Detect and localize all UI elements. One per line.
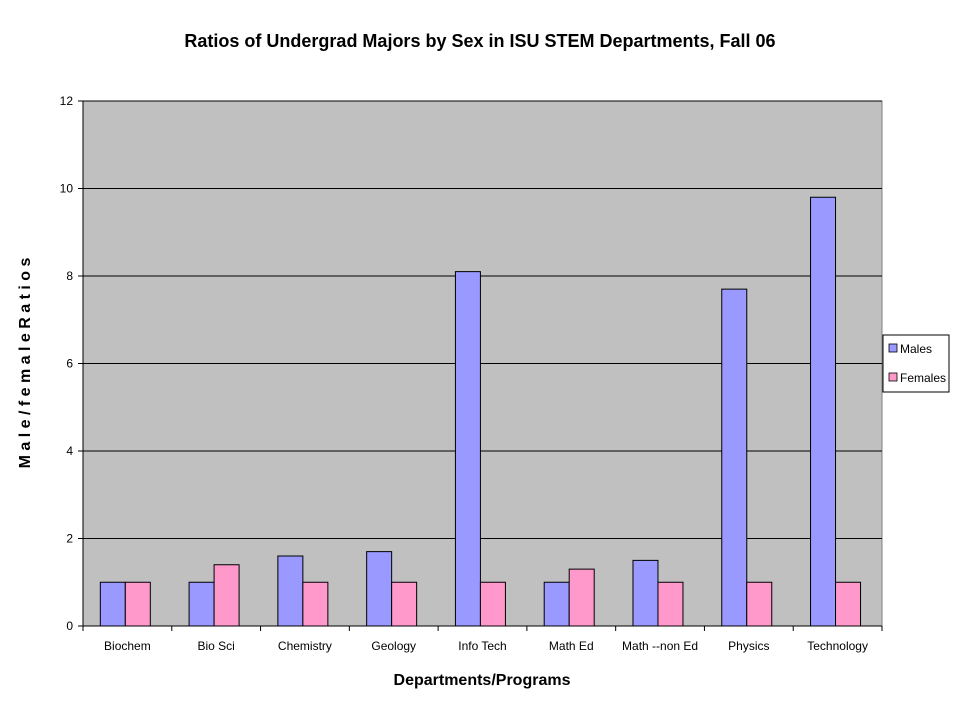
x-tick-label: Chemistry (278, 639, 332, 653)
x-axis-title: Departments/Programs (394, 672, 571, 689)
bar-females-chemistry (302, 581, 329, 627)
bar-females-math-ed (568, 568, 595, 627)
x-tick-label: Math --non Ed (622, 639, 698, 653)
y-tick-label: 12 (60, 94, 74, 108)
y-tick-label: 10 (60, 182, 74, 196)
gridlines (83, 100, 882, 539)
bar-females-technology (835, 581, 862, 627)
y-tick-label: 0 (66, 619, 73, 633)
x-tick-label: Biochem (104, 639, 151, 653)
bar-females-geology (391, 581, 418, 627)
y-tick-label: 2 (66, 532, 73, 546)
bars (99, 196, 862, 627)
bar-males-biochem (99, 581, 126, 627)
y-tick-label: 8 (66, 269, 73, 283)
x-tick-label: Technology (807, 639, 868, 653)
bar-females-biochem (124, 581, 151, 627)
x-tick-label: Math Ed (549, 639, 594, 653)
legend-swatch-males (888, 343, 898, 353)
y-axis-ticks: 0 2 4 6 8 10 12 (60, 94, 83, 633)
y-tick-label: 6 (66, 357, 73, 371)
y-axis-title: M a l e / f e m a l e R a t i o s (17, 258, 34, 469)
bar-males-geology (366, 551, 393, 627)
bar-females-physics (746, 581, 773, 627)
bar-males-info-tech (454, 271, 481, 627)
legend: Males Females (882, 334, 950, 393)
bar-males-technology (810, 196, 837, 627)
y-tick-label: 4 (66, 444, 73, 458)
x-tick-label: Info Tech (458, 639, 506, 653)
bar-females-info-tech (479, 581, 506, 627)
bar-males-physics (721, 288, 748, 627)
legend-label-females: Females (900, 371, 946, 385)
chart-title: Ratios of Undergrad Majors by Sex in ISU… (184, 31, 775, 51)
bar-males-bio-sci (188, 581, 215, 627)
bar-males-math-non-ed (632, 559, 659, 627)
bar-females-bio-sci (213, 564, 240, 627)
x-axis-ticks: Biochem Bio Sci Chemistry Geology Info Tech M… (82, 626, 883, 653)
legend-swatch-females (888, 372, 898, 382)
bar-females-math-non-ed (657, 581, 684, 627)
x-tick-label: Geology (371, 639, 416, 653)
bar-males-chemistry (277, 555, 304, 627)
x-tick-label: Bio Sci (197, 639, 234, 653)
bar-males-math-ed (543, 581, 570, 627)
x-tick-label: Physics (728, 639, 769, 653)
legend-label-males: Males (900, 342, 932, 356)
